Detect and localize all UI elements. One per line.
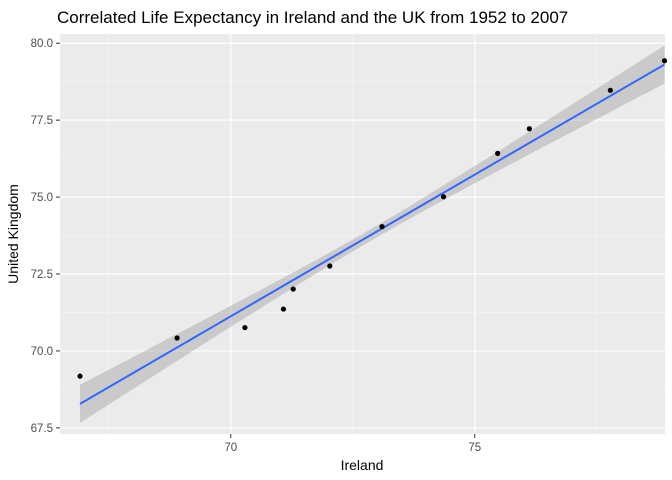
- data-point: [280, 306, 287, 312]
- regression-line: [79, 63, 666, 405]
- plot-panel: [60, 34, 665, 434]
- y-tick-label: 80.0: [31, 38, 53, 50]
- x-tick-label: 70: [224, 442, 237, 454]
- major-gridlines: [60, 34, 665, 434]
- data-points: [77, 58, 668, 379]
- data-point: [661, 58, 668, 64]
- x-axis-title: Ireland: [341, 457, 384, 473]
- data-point: [77, 373, 83, 379]
- y-tick-label: 72.5: [31, 269, 53, 281]
- y-tick-label: 75.0: [31, 192, 53, 204]
- data-point: [242, 324, 248, 331]
- trend-line: [79, 63, 666, 405]
- x-axis-ticks: 70 75: [224, 434, 481, 454]
- minor-gridlines: [60, 34, 665, 434]
- data-point: [607, 87, 613, 93]
- x-tick-label: 75: [468, 442, 481, 454]
- data-point: [290, 286, 296, 292]
- y-tick-label: 70.0: [31, 346, 53, 358]
- y-axis-title: United Kingdom: [5, 184, 21, 284]
- data-point: [379, 224, 385, 230]
- y-tick-label: 67.5: [31, 423, 53, 435]
- data-point: [174, 335, 180, 341]
- chart-title: Correlated Life Expectancy in Ireland an…: [57, 8, 568, 27]
- y-axis-ticks: 67.5 70.0 72.5 75.0 77.5 80.0: [31, 38, 60, 435]
- data-point: [495, 150, 501, 156]
- data-point: [327, 263, 333, 269]
- data-point: [526, 126, 532, 132]
- y-tick-label: 77.5: [31, 115, 53, 127]
- data-point: [440, 194, 447, 200]
